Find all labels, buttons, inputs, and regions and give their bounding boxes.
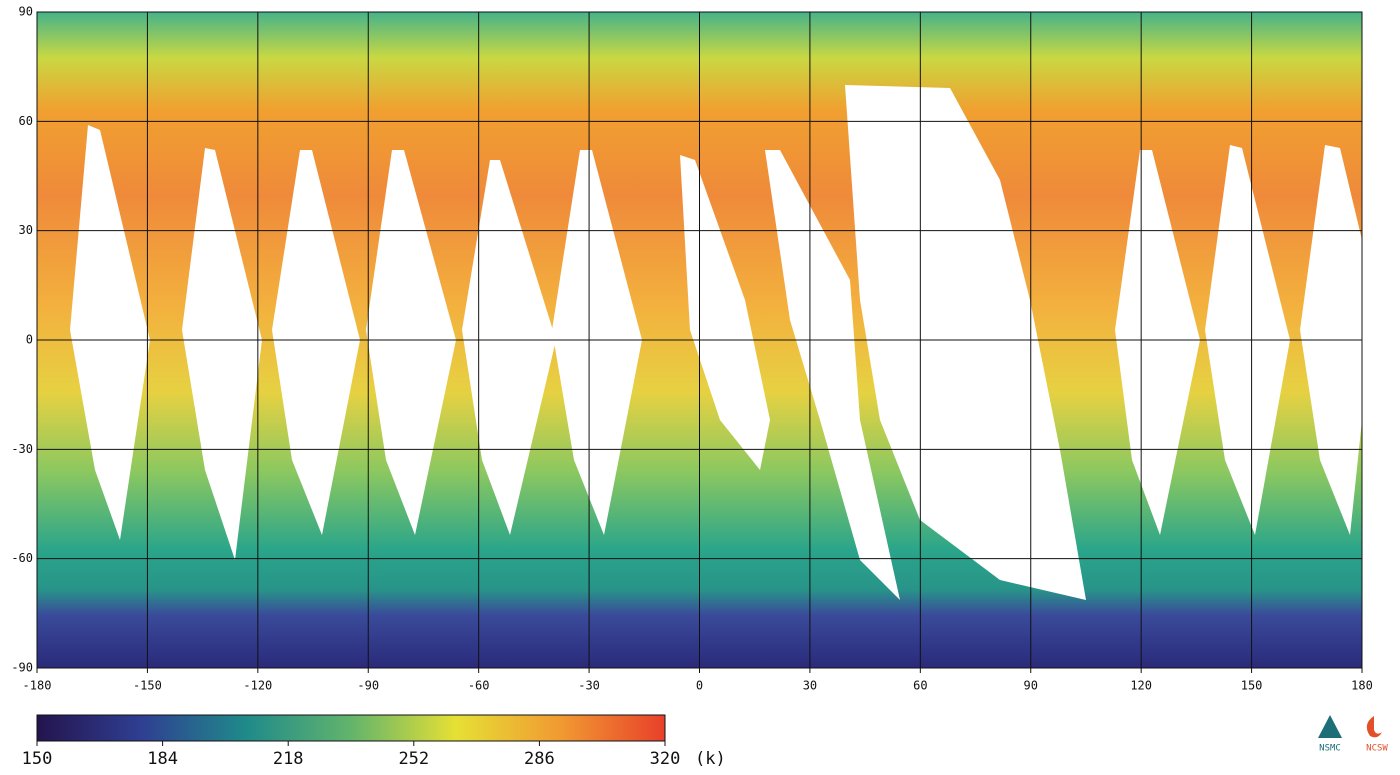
y-tick-label: 0 <box>26 333 33 347</box>
x-tick-label: -60 <box>468 679 490 693</box>
colorbar-tick-label: 184 <box>147 749 178 769</box>
x-tick-label: -90 <box>357 679 379 693</box>
y-tick-label: 30 <box>19 223 33 237</box>
x-tick-label: -30 <box>578 679 600 693</box>
x-tick-label: 30 <box>803 679 817 693</box>
x-tick-label: -150 <box>133 679 162 693</box>
y-tick-label: -30 <box>11 442 33 456</box>
colorbar-tick-label: 320 <box>650 749 681 769</box>
colorbar-tick-label: 252 <box>398 749 429 769</box>
data-gaps <box>70 85 1362 600</box>
y-tick-label: 60 <box>19 114 33 128</box>
x-tick-label: -180 <box>23 679 52 693</box>
x-tick-label: 0 <box>696 679 703 693</box>
x-tick-label: 150 <box>1241 679 1263 693</box>
y-tick-label: -90 <box>11 661 33 675</box>
colorbar-tick-label: 150 <box>22 749 53 769</box>
colorbar-tick-label: 286 <box>524 749 555 769</box>
colorbar <box>36 714 666 742</box>
logo-text: NCSW <box>1366 744 1388 754</box>
x-tick-label: 90 <box>1024 679 1038 693</box>
colorbar-tick-label: 218 <box>273 749 304 769</box>
x-tick-label: 120 <box>1130 679 1152 693</box>
y-tick-label: -60 <box>11 551 33 565</box>
x-tick-label: 60 <box>913 679 927 693</box>
colorbar-unit: (k) <box>695 749 726 769</box>
logo-nsmc: NSMC <box>1318 715 1342 754</box>
logo-text: NSMC <box>1319 744 1341 754</box>
logo-ncsw: NCSW <box>1366 716 1388 754</box>
x-tick-label: 180 <box>1351 679 1373 693</box>
y-tick-label: 90 <box>19 5 33 19</box>
x-tick-label: -120 <box>243 679 272 693</box>
